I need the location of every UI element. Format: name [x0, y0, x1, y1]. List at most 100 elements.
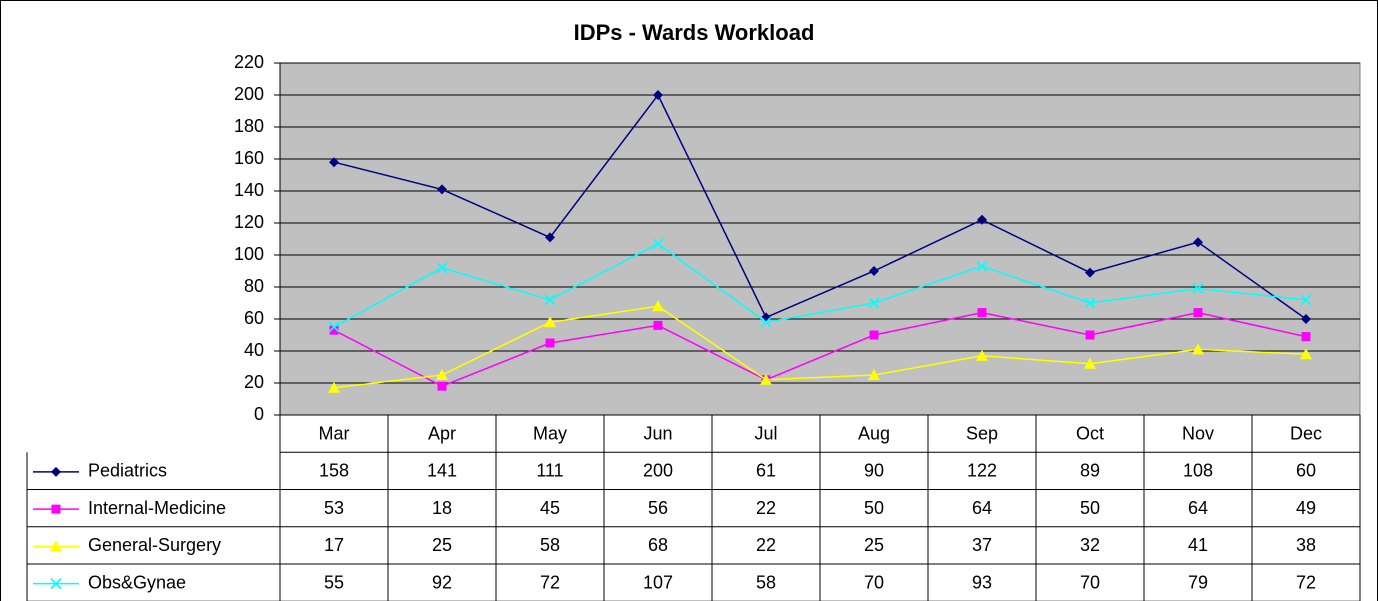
x-tick-label: May: [533, 423, 567, 443]
y-tick-label: 80: [244, 276, 264, 296]
table-value: 50: [864, 498, 884, 518]
table-value: 58: [540, 535, 560, 555]
table-value: 17: [324, 535, 344, 555]
table-value: 25: [864, 535, 884, 555]
series-marker: [544, 294, 556, 306]
series-marker: [1193, 308, 1203, 318]
series-marker: [976, 349, 988, 361]
table-value: 92: [432, 572, 452, 592]
x-tick-label: Jul: [754, 423, 777, 443]
series-marker: [436, 369, 448, 380]
series-marker: [437, 381, 447, 391]
series-marker: [1085, 330, 1095, 340]
table-value: 32: [1080, 535, 1100, 555]
series-marker: [868, 297, 880, 309]
series-marker: [977, 214, 987, 225]
series-marker: [545, 338, 555, 348]
x-tick-label: Oct: [1076, 423, 1104, 443]
legend-marker: [51, 504, 61, 514]
table-value: 61: [756, 461, 776, 481]
y-tick-label: 180: [234, 116, 264, 136]
table-value: 58: [756, 572, 776, 592]
legend-marker: [51, 466, 61, 477]
table-value: 72: [1296, 572, 1316, 592]
series-marker: [976, 260, 988, 272]
x-tick-label: Jun: [643, 423, 672, 443]
y-tick-label: 120: [234, 212, 264, 232]
chart-title: IDPs - Wards Workload: [574, 20, 815, 45]
series-marker: [329, 325, 339, 335]
table-value: 79: [1188, 572, 1208, 592]
plot-area: [279, 62, 1361, 416]
table-value: 45: [540, 498, 560, 518]
series-marker: [760, 316, 772, 328]
x-tick-label: Dec: [1290, 423, 1322, 443]
table-value: 37: [972, 535, 992, 555]
y-tick-label: 20: [244, 372, 264, 392]
table-value: 68: [648, 535, 668, 555]
table-value: 70: [1080, 572, 1100, 592]
table-value: 22: [756, 498, 776, 518]
table-value: 90: [864, 461, 884, 481]
legend-marker: [50, 540, 62, 552]
series-marker: [545, 232, 555, 243]
series-marker: [653, 320, 663, 330]
series-marker: [1084, 357, 1096, 369]
table-value: 55: [324, 572, 344, 592]
series-line: [333, 305, 1307, 389]
table-value: 89: [1080, 461, 1100, 481]
series-marker: [869, 330, 879, 340]
x-tick-label: Aug: [858, 423, 890, 443]
series-marker: [760, 373, 772, 385]
series-marker: [652, 300, 664, 312]
table-value: 60: [1296, 461, 1316, 481]
table-value: 122: [967, 461, 997, 481]
legend-label: General-Surgery: [88, 535, 221, 555]
table-value: 64: [972, 498, 992, 518]
table-value: 22: [756, 535, 776, 555]
series-marker: [437, 184, 447, 195]
x-tick-label: Nov: [1182, 423, 1214, 443]
x-tick-label: Apr: [428, 423, 456, 443]
series-marker: [328, 381, 340, 393]
y-tick-label: 220: [234, 52, 264, 72]
series-line: [333, 93, 1307, 320]
series-marker: [869, 266, 879, 276]
series-marker: [1084, 297, 1096, 309]
series-marker: [1085, 267, 1095, 278]
legend-label: Pediatrics: [88, 461, 167, 481]
series-marker: [436, 262, 448, 274]
series-marker: [544, 316, 556, 328]
table-value: 18: [432, 498, 452, 518]
table-value: 53: [324, 498, 344, 518]
series-marker: [1301, 332, 1311, 342]
table-value: 70: [864, 572, 884, 592]
y-tick-label: 200: [234, 84, 264, 104]
table-value: 141: [427, 461, 457, 481]
y-tick-label: 0: [254, 404, 264, 424]
y-tick-label: 40: [244, 340, 264, 360]
x-tick-label: Sep: [966, 423, 998, 443]
legend-label: Internal-Medicine: [88, 498, 226, 518]
legend-label: Obs&Gynae: [88, 572, 186, 592]
series-marker: [1301, 314, 1311, 324]
series-marker: [1192, 283, 1204, 295]
table-value: 38: [1296, 535, 1316, 555]
series-marker: [1192, 343, 1204, 355]
series-marker: [868, 369, 880, 380]
y-tick-label: 160: [234, 148, 264, 168]
series-marker: [1193, 237, 1203, 248]
table-value: 108: [1183, 461, 1213, 481]
table-value: 25: [432, 535, 452, 555]
series-line: [333, 242, 1307, 328]
table-value: 93: [972, 572, 992, 592]
y-tick-label: 140: [234, 180, 264, 200]
table-value: 41: [1188, 535, 1208, 555]
table-value: 158: [319, 461, 349, 481]
table-value: 111: [536, 461, 563, 481]
table-value: 107: [643, 572, 673, 592]
table-value: 72: [540, 572, 560, 592]
series-marker: [329, 157, 339, 168]
series-marker: [1300, 294, 1312, 306]
